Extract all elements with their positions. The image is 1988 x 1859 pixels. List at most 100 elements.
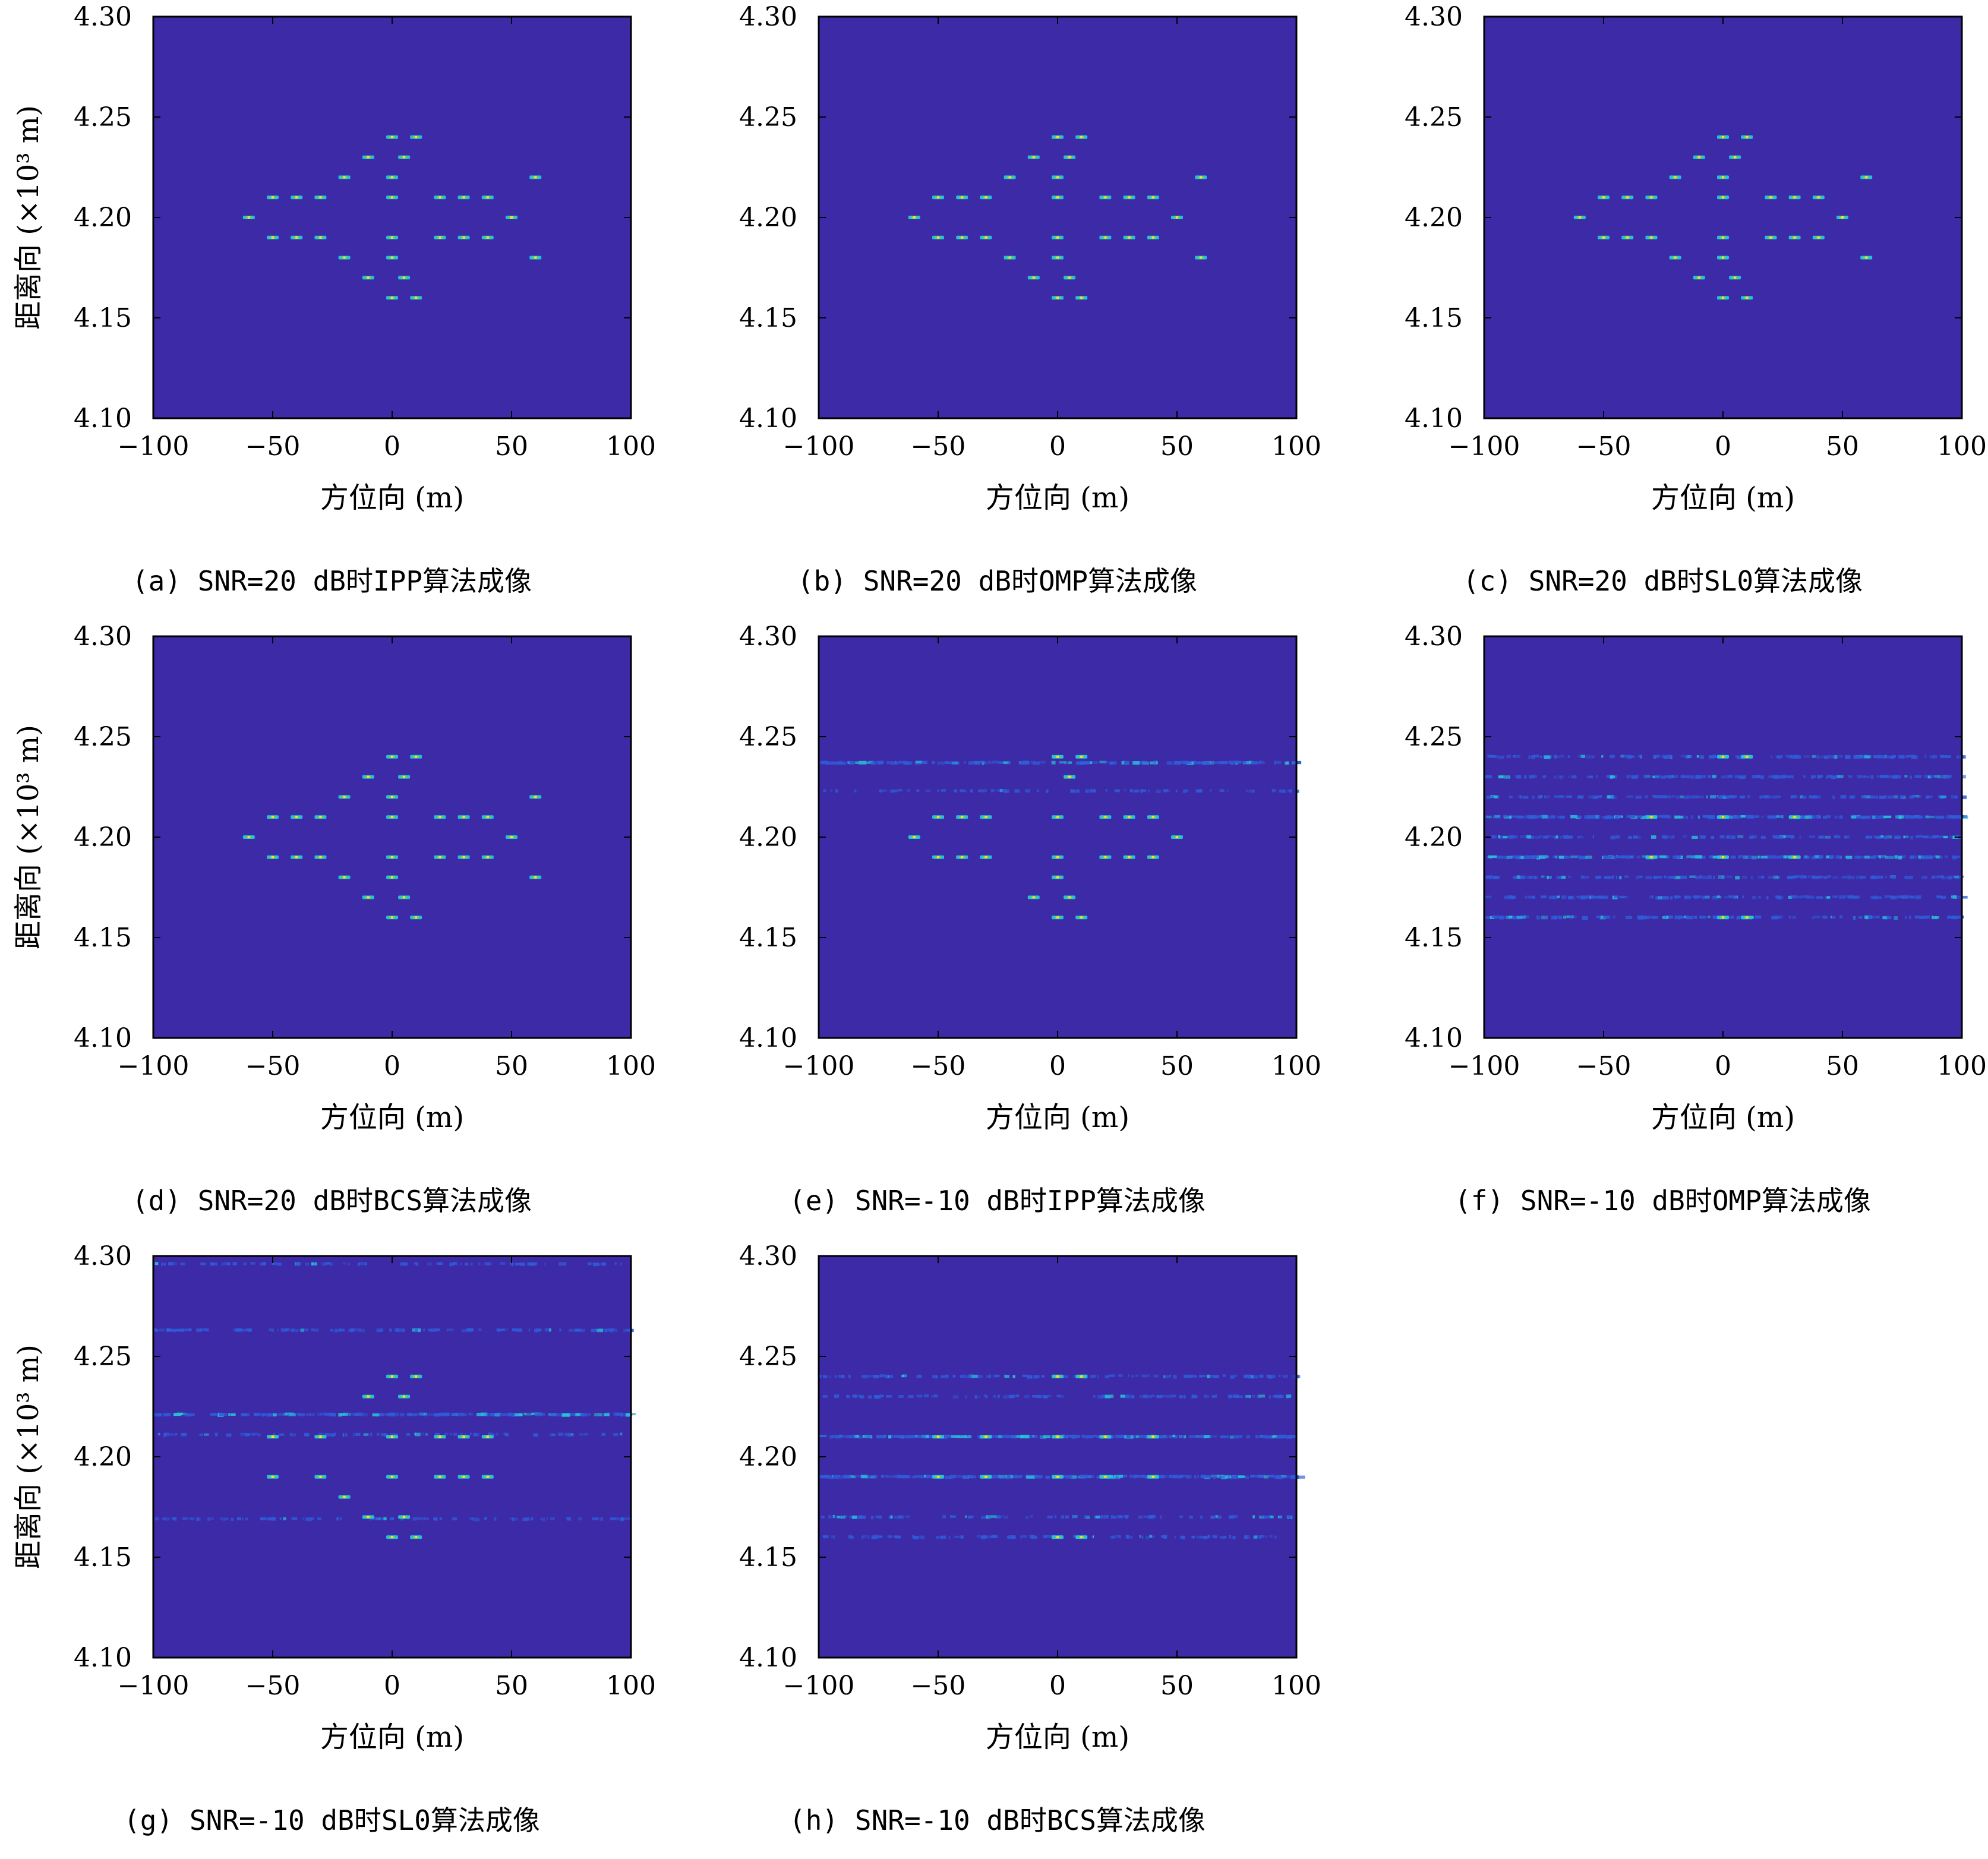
noise-mark	[1019, 761, 1021, 764]
noise-mark	[933, 1394, 938, 1397]
noise-mark	[1179, 1515, 1184, 1519]
noise-mark	[1592, 755, 1595, 759]
noise-mark	[963, 761, 966, 764]
target-mark-peak	[367, 775, 370, 778]
noise-mark	[1894, 755, 1897, 759]
noise-mark	[1550, 755, 1552, 758]
y-tick-label: 4.25	[74, 102, 132, 132]
noise-mark	[829, 1375, 831, 1378]
noise-mark	[1018, 789, 1020, 793]
noise-mark	[954, 789, 958, 793]
noise-mark	[1525, 895, 1528, 899]
noise-mark	[1926, 795, 1933, 798]
noise-mark	[999, 1475, 1004, 1479]
target-mark-peak	[1151, 1475, 1154, 1478]
noise-mark	[1760, 835, 1766, 839]
target-mark-peak	[1056, 296, 1059, 299]
noise-mark	[954, 1535, 960, 1538]
noise-mark	[1488, 855, 1497, 859]
noise-mark	[1146, 1535, 1149, 1539]
noise-mark	[421, 1517, 424, 1520]
noise-mark	[1956, 895, 1962, 899]
noise-mark	[1486, 875, 1493, 879]
noise-mark	[1198, 761, 1204, 765]
noise-mark	[354, 1413, 361, 1416]
noise-mark	[586, 1413, 590, 1416]
target-mark-peak	[319, 1475, 322, 1478]
noise-mark	[1160, 1394, 1166, 1398]
noise-mark	[1772, 835, 1774, 838]
y-tick-label: 4.30	[1405, 2, 1463, 32]
noise-mark	[1287, 790, 1289, 793]
target-mark-peak	[343, 1495, 346, 1498]
noise-mark	[964, 1435, 972, 1438]
noise-mark	[1879, 796, 1885, 799]
panel-caption: (d) SNR=20 dB时BCS算法成像	[131, 1185, 532, 1217]
noise-mark	[1713, 916, 1719, 920]
noise-mark	[890, 1515, 893, 1519]
noise-mark	[1025, 789, 1031, 793]
noise-mark	[1126, 1435, 1131, 1438]
noise-mark	[1043, 1395, 1048, 1399]
noise-mark	[1180, 1535, 1185, 1539]
noise-mark	[1548, 876, 1550, 879]
noise-mark	[1812, 875, 1819, 879]
noise-mark	[924, 1394, 929, 1397]
plot-background	[1484, 17, 1962, 418]
noise-mark	[1839, 856, 1842, 859]
noise-mark	[839, 1434, 842, 1438]
noise-mark	[1719, 896, 1722, 899]
noise-mark	[991, 760, 1000, 764]
noise-mark	[1909, 855, 1914, 859]
noise-mark	[1851, 815, 1857, 819]
noise-mark	[847, 1394, 848, 1398]
x-tick-label: 100	[1271, 1671, 1321, 1701]
noise-mark	[1577, 796, 1583, 799]
noise-mark	[1935, 916, 1940, 919]
noise-mark	[979, 760, 984, 764]
noise-mark	[594, 1413, 602, 1416]
noise-mark	[522, 1517, 528, 1522]
noise-mark	[1532, 755, 1539, 758]
noise-mark	[1774, 815, 1779, 818]
target-mark-peak	[462, 236, 465, 239]
noise-mark	[1645, 916, 1648, 919]
noise-mark	[1742, 875, 1747, 879]
noise-mark	[1277, 1475, 1283, 1479]
noise-mark	[573, 1328, 577, 1332]
noise-mark	[1562, 895, 1567, 899]
target-mark-peak	[1104, 1475, 1107, 1478]
target-mark-peak	[1068, 775, 1071, 778]
noise-mark	[1708, 875, 1712, 879]
noise-mark	[1269, 1535, 1273, 1538]
noise-mark	[1918, 795, 1921, 798]
noise-mark	[1868, 916, 1872, 919]
noise-mark	[971, 1515, 974, 1519]
noise-mark	[1213, 1535, 1216, 1539]
noise-mark	[1832, 876, 1839, 879]
noise-mark	[621, 1517, 624, 1520]
target-mark-peak	[486, 1475, 489, 1478]
noise-mark	[1075, 1475, 1081, 1478]
noise-mark	[1858, 916, 1863, 919]
x-tick-label: 50	[495, 1051, 528, 1081]
noise-mark	[400, 1328, 406, 1333]
noise-mark	[623, 1328, 629, 1332]
noise-mark	[1815, 815, 1820, 819]
noise-mark	[1803, 856, 1810, 859]
noise-mark	[1814, 916, 1821, 919]
noise-mark	[404, 1262, 408, 1266]
noise-mark	[453, 1262, 458, 1265]
noise-mark	[272, 1262, 276, 1265]
noise-mark	[291, 1517, 298, 1520]
noise-mark	[876, 760, 879, 765]
noise-mark	[278, 1412, 281, 1416]
noise-mark	[1828, 855, 1835, 859]
target-mark-peak	[534, 876, 537, 879]
noise-mark	[1215, 1515, 1218, 1518]
noise-mark	[1940, 895, 1946, 899]
noise-mark	[1581, 856, 1586, 859]
noise-mark	[1870, 775, 1874, 779]
noise-mark	[908, 1435, 911, 1439]
noise-mark	[1815, 855, 1819, 858]
